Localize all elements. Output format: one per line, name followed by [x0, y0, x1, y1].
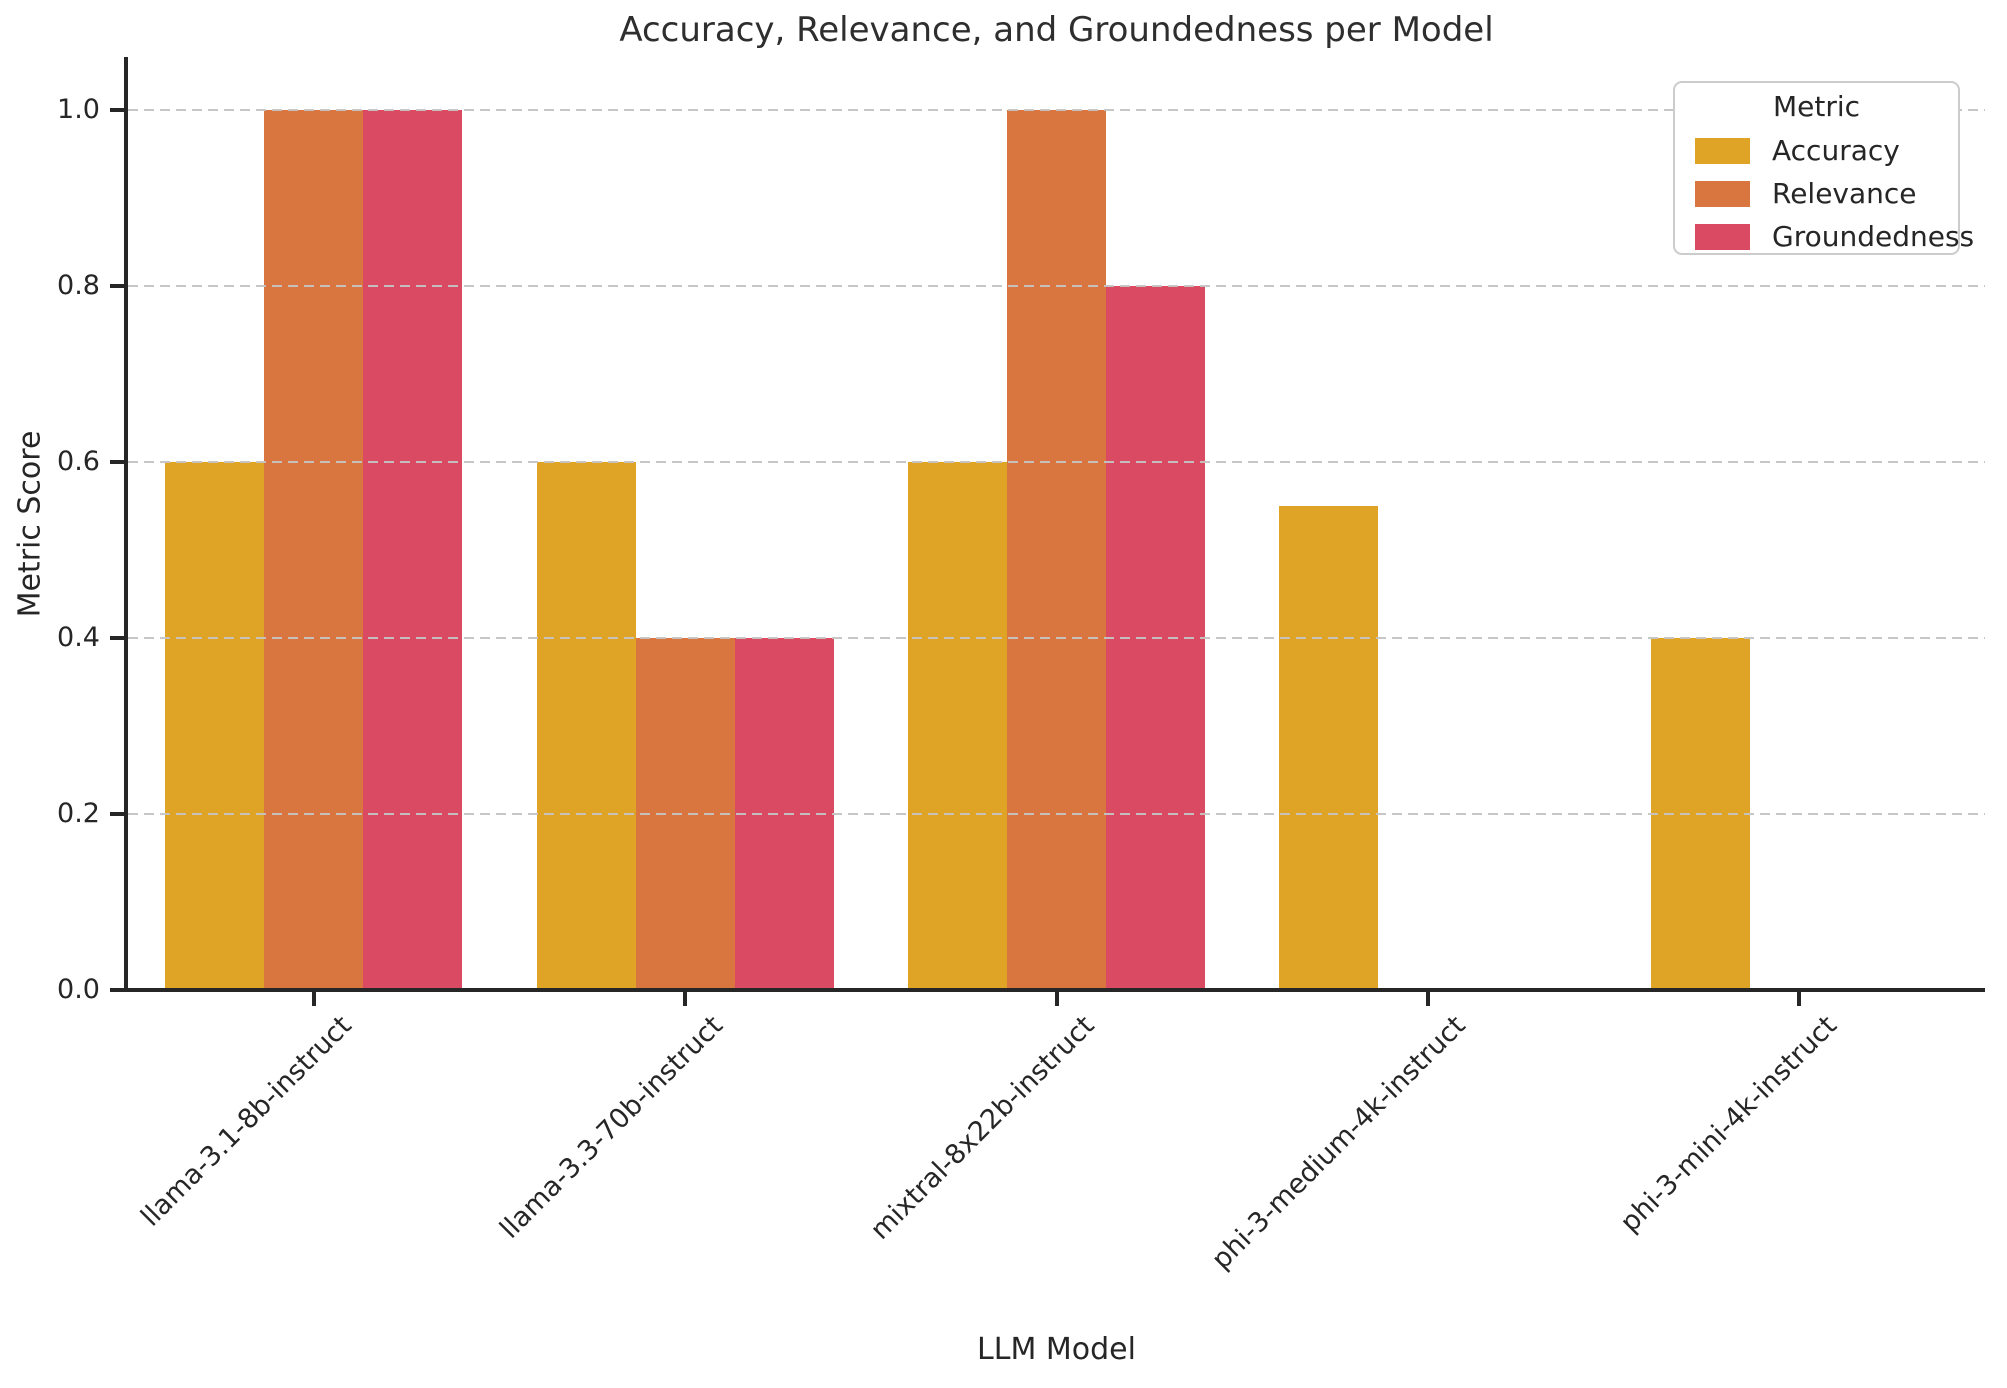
legend-entries: Accuracy Relevance Groundedness	[1675, 129, 1974, 258]
x-tick-llama-3.1-8b-instruct	[311, 992, 316, 1006]
bar-accuracy-llama-3.3-70b-instruct	[536, 462, 636, 990]
legend: Metric Accuracy Relevance Groundedness	[1673, 81, 1974, 258]
x-tick-phi-3-medium-4k-instruct	[1425, 992, 1430, 1006]
y-tick-label-0.0: 0.0	[57, 974, 100, 1005]
chart-title: Accuracy, Relevance, and Groundedness pe…	[619, 10, 1494, 50]
x-tick-mixtral-8x22b-instruct	[1054, 992, 1059, 1006]
legend-swatch-accuracy	[1695, 137, 1750, 164]
legend-label-accuracy: Accuracy	[1772, 134, 1900, 167]
y-tick-0.6	[110, 460, 124, 464]
bar-relevance-llama-3.1-8b-instruct	[264, 110, 364, 990]
y-tick-label-0.4: 0.4	[57, 622, 100, 653]
y-tick-0.4	[110, 636, 124, 640]
y-tick-0.2	[110, 812, 124, 816]
legend-swatch-relevance	[1695, 180, 1750, 207]
y-axis-spine	[124, 57, 128, 992]
gridline-0.8	[128, 285, 1985, 287]
plot-area	[128, 58, 1985, 990]
bar-accuracy-llama-3.1-8b-instruct	[165, 462, 265, 990]
bar-accuracy-mixtral-8x22b-instruct	[908, 462, 1007, 990]
legend-entry-groundedness: Groundedness	[1675, 215, 1974, 258]
bar-accuracy-phi-3-medium-4k-instruct	[1279, 506, 1379, 990]
legend-entry-accuracy: Accuracy	[1675, 129, 1958, 172]
y-tick-1.0	[110, 108, 124, 112]
x-tick-label-text: llama-3.1-8b-instruct	[135, 1010, 358, 1233]
legend-title: Metric	[1772, 90, 1861, 123]
x-tick-phi-3-mini-4k-instruct	[1797, 992, 1802, 1006]
x-axis-spine	[124, 988, 1985, 992]
y-tick-label-0.6: 0.6	[57, 446, 100, 477]
x-tick-label-text: phi-3-medium-4k-instruct	[1206, 1010, 1472, 1276]
gridline-0.2	[128, 813, 1985, 815]
legend-label-relevance: Relevance	[1772, 177, 1917, 210]
y-tick-0.8	[110, 284, 124, 288]
x-tick-label-text: phi-3-mini-4k-instruct	[1614, 1010, 1844, 1239]
x-tick-label-text: mixtral-8x22b-instruct	[864, 1010, 1101, 1246]
y-tick-label-1.0: 1.0	[57, 94, 100, 125]
x-tick-label-text: llama-3.3-70b-instruct	[494, 1010, 730, 1245]
y-tick-label-0.2: 0.2	[57, 798, 100, 829]
legend-swatch-groundedness	[1695, 223, 1750, 250]
gridline-1.0	[128, 109, 1985, 111]
x-tick-llama-3.3-70b-instruct	[683, 992, 688, 1006]
bar-groundedness-llama-3.1-8b-instruct	[363, 110, 463, 990]
y-tick-label-0.8: 0.8	[57, 270, 100, 301]
y-tick-0.0	[110, 988, 124, 992]
x-axis-title: LLM Model	[977, 1332, 1136, 1367]
legend-label-groundedness: Groundedness	[1772, 220, 1975, 253]
bar-relevance-mixtral-8x22b-instruct	[1007, 110, 1106, 990]
legend-entry-relevance: Relevance	[1675, 172, 1958, 215]
gridline-0.6	[128, 461, 1985, 463]
gridline-0.4	[128, 637, 1985, 639]
